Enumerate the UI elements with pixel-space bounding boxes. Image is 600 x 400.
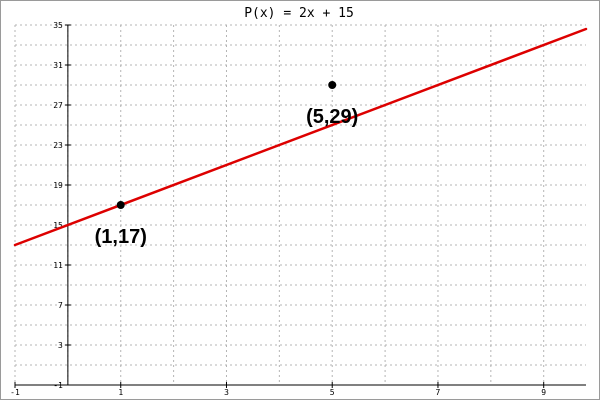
y-tick-label: -1 [53,381,63,390]
y-tick-label: 7 [58,301,63,310]
grid [14,24,586,386]
y-tick-label: 11 [53,261,63,270]
y-tick-label: 3 [58,341,63,350]
axes [14,24,586,388]
y-tick-label: 27 [53,101,63,110]
y-tick-label: 31 [53,61,63,70]
series-layer [13,27,588,247]
y-tick-label: 19 [53,181,63,190]
x-tick-label: 9 [541,388,546,397]
y-tick-label: 35 [53,21,63,30]
data-point-label: (5,29) [306,106,358,128]
data-point [116,201,125,209]
x-tick-label: 1 [118,388,123,397]
points-layer: (1,17) (5,29) [95,81,358,248]
x-tick-label: -1 [10,388,20,397]
x-tick-label: 3 [224,388,229,397]
x-tick-label: 5 [330,388,335,397]
y-tick-label: 15 [53,221,63,230]
chart-title: P(x) = 2x + 15 [244,6,354,21]
data-point-label: (1,17) [95,226,147,248]
y-tick-label: 23 [53,141,63,150]
x-tick-label: 7 [436,388,441,397]
data-point [328,81,337,89]
series-line [13,27,588,247]
